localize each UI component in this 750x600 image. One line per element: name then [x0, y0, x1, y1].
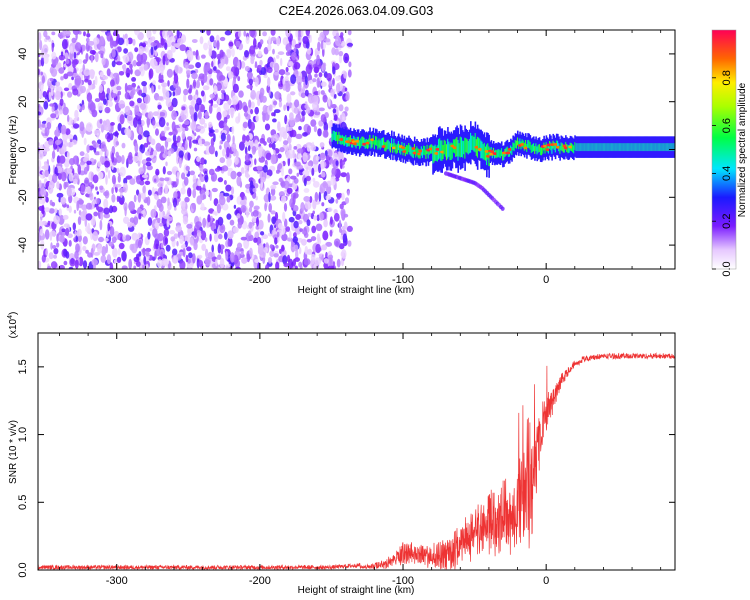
spectrogram-signal-track — [331, 121, 675, 178]
colorbar-tick-label: 0.6 — [721, 118, 733, 133]
spectrogram-x-tick-label: 0 — [543, 274, 549, 286]
spectrogram-x-tick-label: -200 — [249, 274, 271, 286]
spectrogram-y-tick-label: 0 — [17, 146, 29, 152]
spectrogram-x-tick-label: -300 — [106, 274, 128, 286]
figure-title: C2E4.2026.063.04.09.G03 — [279, 3, 434, 18]
spectrogram-y-tick-label: -20 — [17, 189, 29, 205]
colorbar-tick-label: 0.0 — [721, 261, 733, 276]
snr-y-tick-label: 0.5 — [17, 495, 29, 510]
snr-y-tick-label: 0.0 — [17, 562, 29, 577]
spectrogram-x-tick-label: -100 — [392, 274, 414, 286]
colorbar-tick-label: 0.2 — [721, 214, 733, 229]
snr-x-tick-label: 0 — [543, 575, 549, 587]
snr-y-axis-title: SNR (10 * v/v) — [8, 420, 19, 484]
spectrogram-y-tick-label: 40 — [17, 48, 29, 60]
spectrogram-y-axis-title: Frequency (Hz) — [8, 116, 19, 185]
snr-y-tick-label: 1.0 — [17, 427, 29, 442]
snr-frame — [37, 332, 676, 571]
snr-x-tick-label: -200 — [249, 575, 271, 587]
spectrogram-x-axis-title: Height of straight line (km) — [298, 285, 415, 296]
colorbar-title: Normalized spectral amplitude — [737, 82, 748, 217]
snr-y-tick-label: 1.5 — [17, 359, 29, 374]
snr-x-tick-label: -300 — [106, 575, 128, 587]
colorbar-gradient — [711, 29, 737, 270]
spectrogram-y-tick-label: 20 — [17, 96, 29, 108]
spectrogram-y-tick-label: -40 — [17, 237, 29, 253]
spectrogram-secondary-track — [443, 171, 505, 211]
colorbar-tick-label: 0.8 — [721, 70, 733, 85]
snr-panel: -300 -200 -100 0 0.0 0.5 1.0 1.5 Height of stra… — [7, 312, 676, 596]
snr-x-tick-label: -100 — [392, 575, 414, 587]
snr-series-line — [38, 352, 675, 570]
colorbar-tick-label: 0.4 — [721, 166, 733, 181]
snr-multiplier-label: (x104) — [7, 312, 19, 339]
colorbar: 0.0 0.2 0.4 0.6 0.8 Normalized spectral ampl… — [711, 29, 748, 277]
snr-x-axis-title: Height of straight line (km) — [298, 585, 415, 596]
spectrogram-noise-region — [38, 30, 353, 269]
